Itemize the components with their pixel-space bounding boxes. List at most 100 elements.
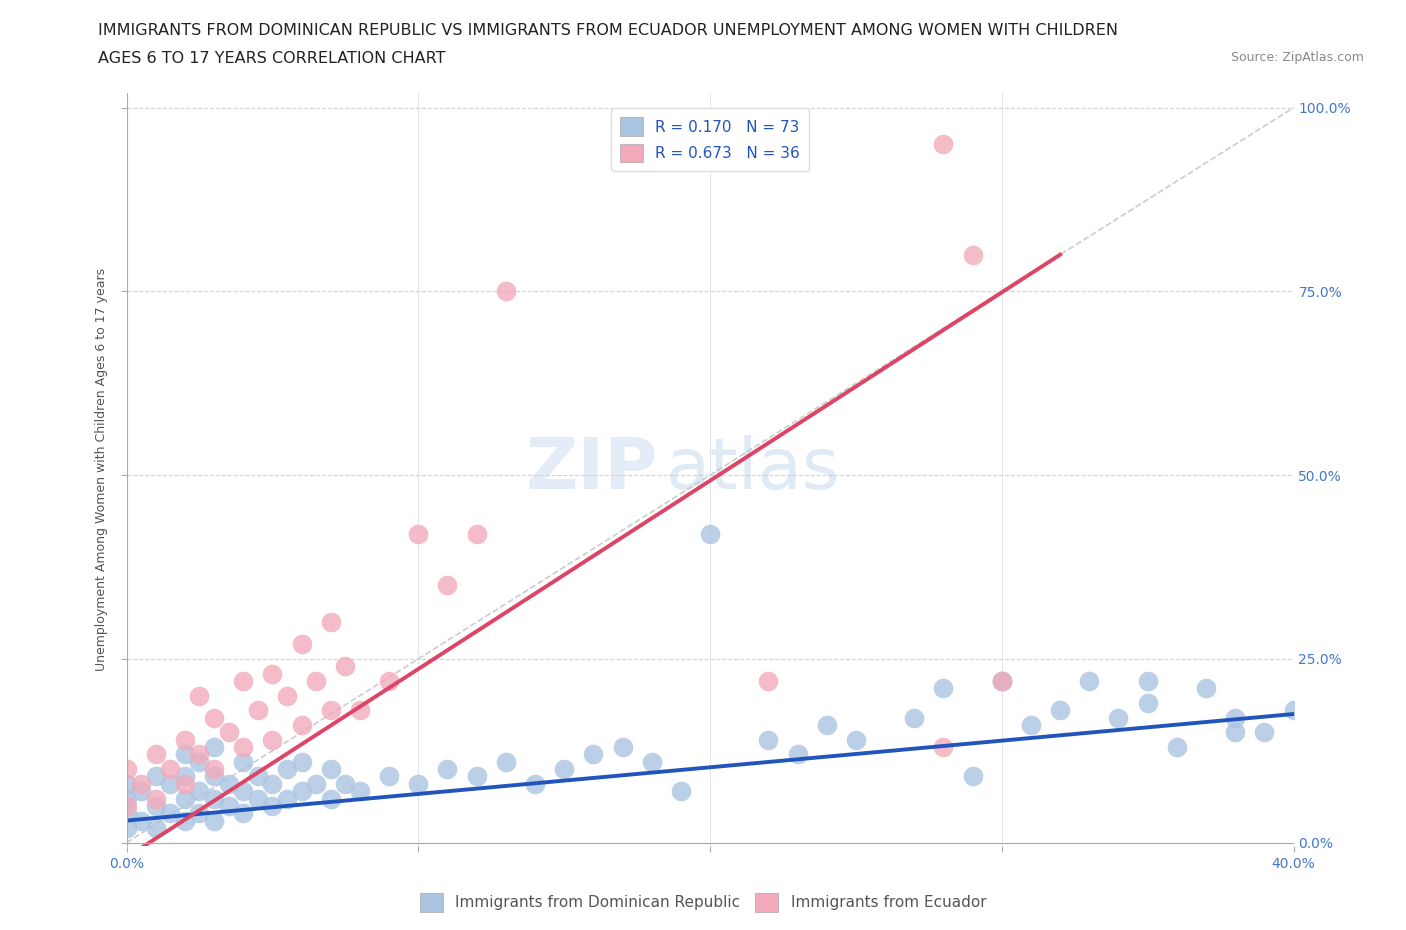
Point — [218, 799, 240, 814]
Point — [815, 718, 838, 733]
Point — [188, 805, 211, 820]
Point — [218, 725, 240, 740]
Point — [276, 762, 298, 777]
Point — [145, 791, 167, 806]
Point — [202, 769, 225, 784]
Point — [174, 791, 197, 806]
Point — [1223, 711, 1246, 725]
Point — [319, 791, 342, 806]
Point — [145, 820, 167, 835]
Point — [335, 658, 357, 673]
Point — [932, 739, 955, 754]
Point — [115, 820, 138, 835]
Point — [232, 805, 254, 820]
Point — [305, 777, 328, 791]
Point — [129, 777, 152, 791]
Point — [246, 791, 269, 806]
Point — [932, 137, 955, 152]
Point — [115, 799, 138, 814]
Point — [378, 673, 401, 688]
Point — [218, 777, 240, 791]
Point — [188, 688, 211, 703]
Point — [232, 739, 254, 754]
Point — [932, 681, 955, 696]
Point — [174, 747, 197, 762]
Text: atlas: atlas — [665, 435, 839, 504]
Point — [188, 784, 211, 799]
Point — [319, 615, 342, 630]
Point — [262, 799, 284, 814]
Point — [1253, 725, 1275, 740]
Point — [159, 777, 181, 791]
Y-axis label: Unemployment Among Women with Children Ages 6 to 17 years: Unemployment Among Women with Children A… — [94, 268, 108, 671]
Point — [145, 799, 167, 814]
Point — [553, 762, 575, 777]
Point — [1136, 673, 1159, 688]
Point — [174, 732, 197, 747]
Point — [1223, 725, 1246, 740]
Point — [495, 754, 517, 769]
Point — [990, 673, 1012, 688]
Point — [290, 784, 312, 799]
Point — [115, 777, 138, 791]
Point — [202, 739, 225, 754]
Text: IMMIGRANTS FROM DOMINICAN REPUBLIC VS IMMIGRANTS FROM ECUADOR UNEMPLOYMENT AMONG: IMMIGRANTS FROM DOMINICAN REPUBLIC VS IM… — [98, 23, 1118, 38]
Point — [159, 762, 181, 777]
Point — [436, 762, 458, 777]
Point — [465, 526, 488, 541]
Point — [290, 718, 312, 733]
Point — [159, 805, 181, 820]
Point — [349, 784, 371, 799]
Point — [246, 769, 269, 784]
Point — [669, 784, 692, 799]
Point — [1136, 696, 1159, 711]
Point — [145, 747, 167, 762]
Legend: R = 0.170   N = 73, R = 0.673   N = 36: R = 0.170 N = 73, R = 0.673 N = 36 — [612, 108, 808, 171]
Point — [262, 777, 284, 791]
Point — [115, 791, 138, 806]
Legend: Immigrants from Dominican Republic, Immigrants from Ecuador: Immigrants from Dominican Republic, Immi… — [413, 887, 993, 918]
Point — [408, 526, 430, 541]
Point — [276, 688, 298, 703]
Point — [115, 805, 138, 820]
Point — [232, 784, 254, 799]
Point — [786, 747, 808, 762]
Text: ZIP: ZIP — [526, 435, 658, 504]
Point — [1195, 681, 1218, 696]
Point — [202, 711, 225, 725]
Point — [262, 666, 284, 681]
Point — [246, 703, 269, 718]
Point — [990, 673, 1012, 688]
Point — [290, 754, 312, 769]
Point — [640, 754, 664, 769]
Point — [408, 777, 430, 791]
Point — [232, 673, 254, 688]
Point — [465, 769, 488, 784]
Point — [188, 754, 211, 769]
Point — [1049, 703, 1071, 718]
Point — [129, 813, 152, 828]
Point — [436, 578, 458, 592]
Point — [962, 247, 984, 262]
Point — [188, 747, 211, 762]
Point — [378, 769, 401, 784]
Point — [290, 637, 312, 652]
Point — [962, 769, 984, 784]
Point — [174, 813, 197, 828]
Point — [145, 769, 167, 784]
Point — [990, 673, 1012, 688]
Point — [524, 777, 547, 791]
Point — [232, 754, 254, 769]
Point — [262, 732, 284, 747]
Point — [1078, 673, 1101, 688]
Point — [174, 777, 197, 791]
Point — [756, 673, 779, 688]
Point — [202, 762, 225, 777]
Point — [319, 762, 342, 777]
Text: Source: ZipAtlas.com: Source: ZipAtlas.com — [1230, 51, 1364, 64]
Point — [845, 732, 868, 747]
Point — [174, 769, 197, 784]
Point — [202, 791, 225, 806]
Point — [582, 747, 605, 762]
Point — [319, 703, 342, 718]
